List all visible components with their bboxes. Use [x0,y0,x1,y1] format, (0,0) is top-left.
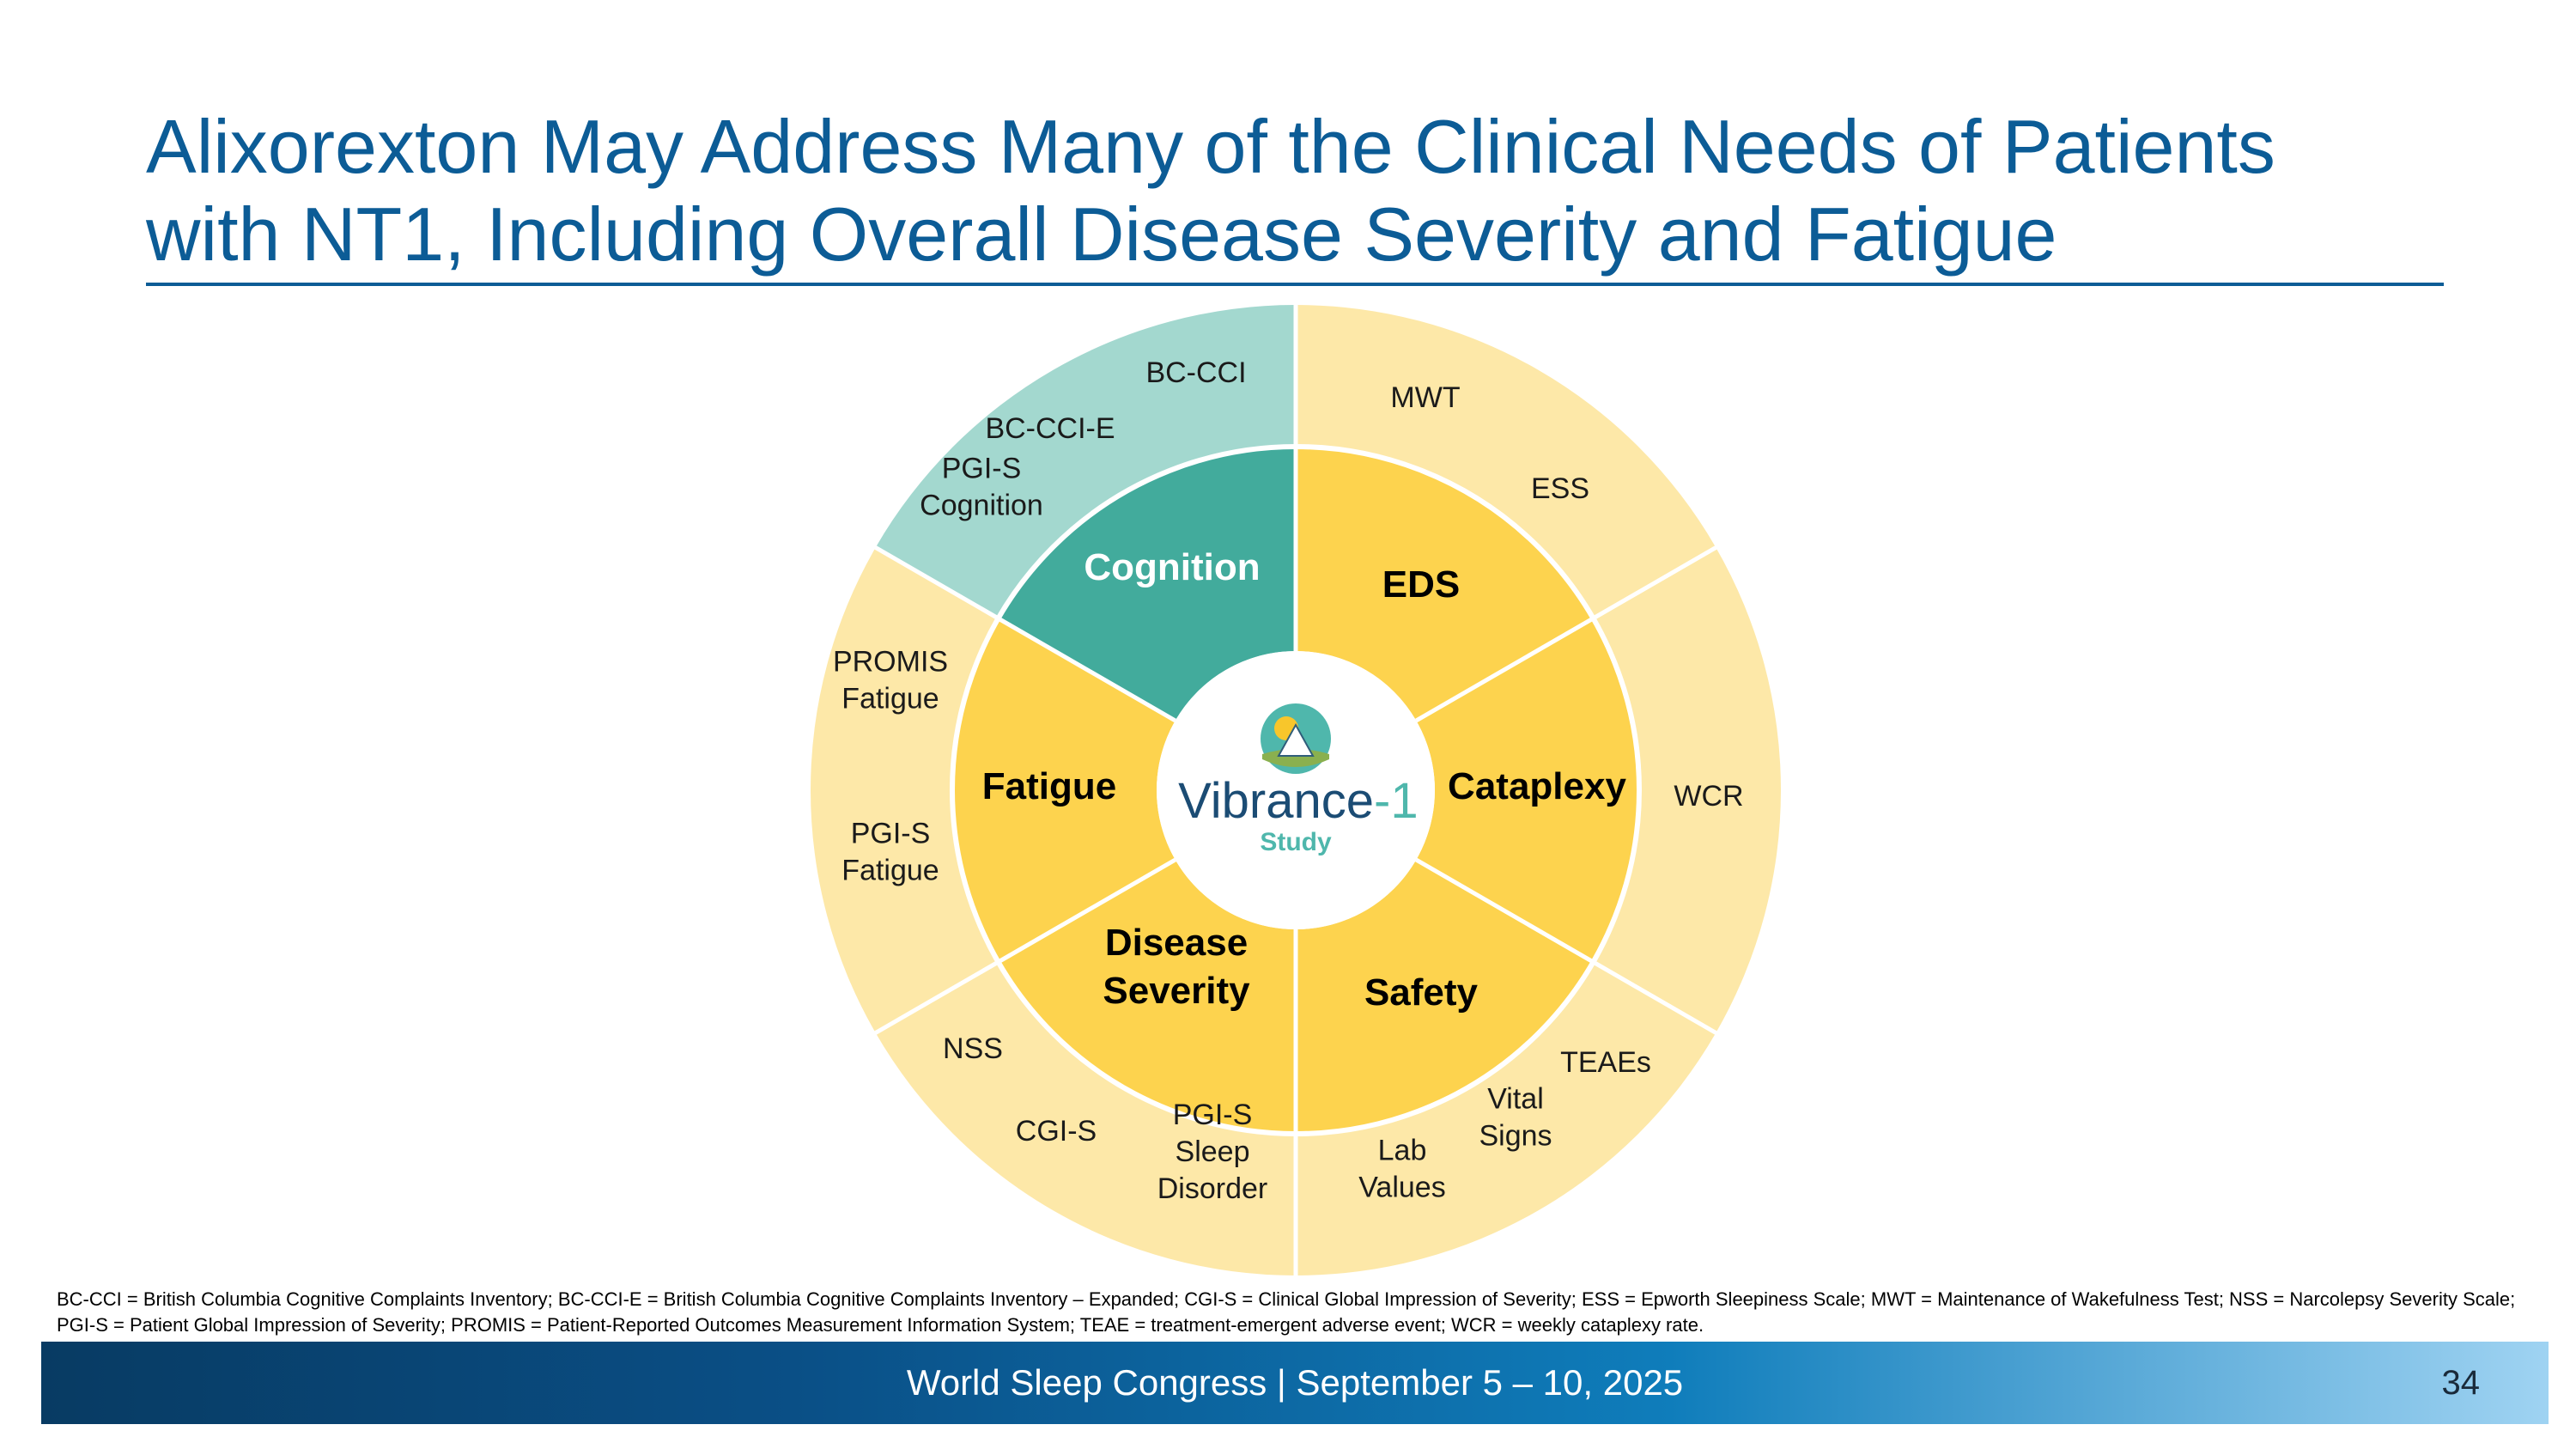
segment-divider [1415,857,1719,1036]
disease-severity-outer-segment [875,962,1296,1275]
disease-severity-domain-label: Severity [1103,970,1250,1012]
slide-title: Alixorexton May Address Many of the Clin… [146,103,2533,278]
cognition-measure-label: PGI-S [942,453,1022,485]
fatigue-measure-label: PROMIS [833,646,948,679]
safety-domain-label: Safety [1364,971,1479,1014]
eds-domain-label: EDS [1382,563,1460,606]
disease-severity-measure-label: PGI-S [1173,1099,1253,1131]
disease-severity-measure-label: Sleep [1176,1135,1250,1168]
eds-measure-label: MWT [1390,381,1460,414]
slide-title-line-1: Alixorexton May Address Many of the Clin… [146,104,2275,189]
disease-severity-measure-label: Disorder [1157,1172,1267,1205]
fatigue-outer-segment [810,547,999,1033]
fatigue-inner-segment [952,618,1176,962]
safety-outer-segment [1296,962,1716,1275]
safety-inner-segment [1296,860,1594,1134]
safety-measure-label: Values [1358,1172,1445,1204]
abbreviations-footnote: BC-CCI = British Columbia Cognitive Comp… [57,1288,2516,1336]
title-underline [146,283,2444,286]
segment-divider [872,545,1176,723]
eds-measure-label: ESS [1531,472,1589,505]
eds-inner-segment [1296,447,1594,721]
cognition-measure-label: Cognition [920,490,1043,522]
brand-wordmark: Vibrance [1178,773,1374,829]
disease-severity-measure-label: CGI-S [1016,1115,1097,1148]
fatigue-measure-label: Fatigue [841,855,939,887]
safety-measure-label: Vital [1487,1083,1544,1116]
cognition-measure-label: BC-CCI [1145,356,1246,389]
brand-subtitle: Study [1260,828,1332,856]
footer-bar: World Sleep Congress | September 5 – 10,… [41,1342,2549,1424]
fatigue-domain-label: Fatigue [982,765,1116,807]
inner-domain-ring [952,447,1639,1134]
fatigue-measure-label: Fatigue [841,683,939,715]
safety-measure-label: Signs [1479,1120,1552,1153]
segment-dividers [872,303,1719,1277]
safety-measure-label: TEAEs [1560,1046,1651,1079]
safety-measure-label: Lab [1378,1135,1427,1167]
cognition-domain-label: Cognition [1084,546,1260,588]
eds-outer-segment [1296,305,1716,618]
segment-labels: EDS MWT ESS Cataplexy WCR Safety TEAEs Vital Sig… [833,356,1744,1205]
cataplexy-measure-label: WCR [1674,780,1743,813]
footer-event-text: World Sleep Congress | September 5 – 10,… [906,1362,1684,1403]
cataplexy-domain-label: Cataplexy [1448,765,1626,807]
center-logo-disc: Vibrance -1 Study [1157,651,1435,929]
disease-severity-domain-label: Disease [1105,922,1248,964]
brand-wordmark-suffix: -1 [1374,773,1419,829]
cognition-outer-segment [875,305,1296,618]
disease-severity-inner-segment [998,860,1296,1134]
disease-severity-measure-label: NSS [943,1032,1003,1065]
outer-measure-ring [810,305,1781,1275]
segment-divider [872,857,1176,1036]
fatigue-measure-label: PGI-S [851,818,931,850]
center-disc [1157,651,1435,929]
segment-divider [1415,545,1719,723]
slide-title-line-2: with NT1, Including Overall Disease Seve… [146,192,2057,277]
brand-wordmark-main: Vibrance [1178,773,1374,829]
cognition-measure-label: BC-CCI-E [985,412,1115,445]
ring-divider [950,444,1642,1136]
cognition-inner-segment [998,447,1296,721]
cataplexy-inner-segment [1416,618,1639,962]
cataplexy-outer-segment [1593,547,1781,1033]
page-number: 34 [2441,1364,2481,1402]
mountain-icon [1277,722,1315,757]
